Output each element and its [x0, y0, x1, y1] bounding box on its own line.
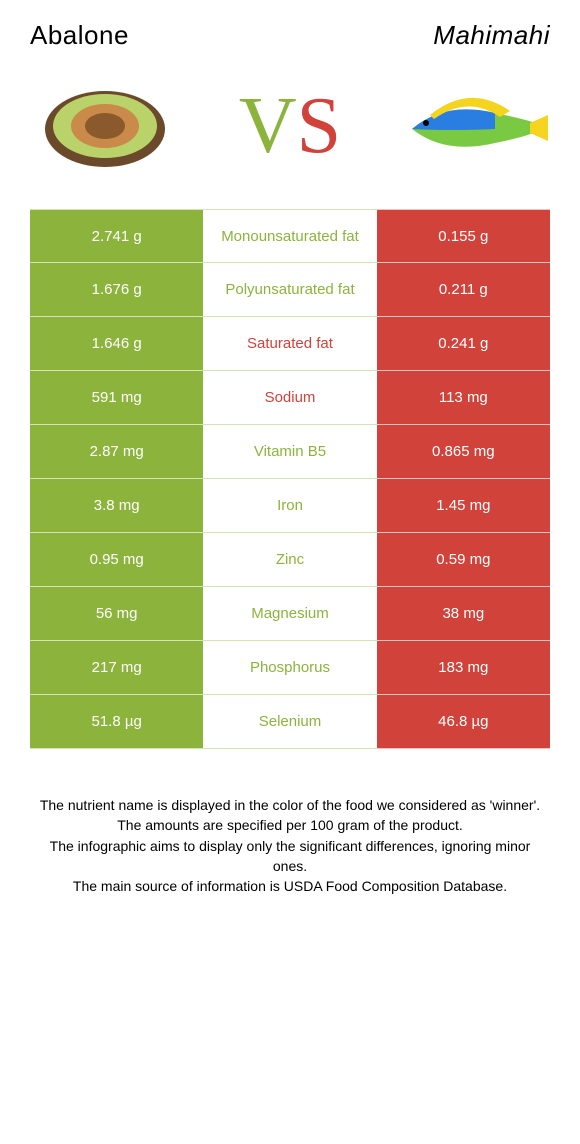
table-row: 3.8 mgIron1.45 mg — [30, 479, 550, 533]
table-row: 217 mgPhosphorus183 mg — [30, 641, 550, 695]
table-row: 56 mgMagnesium38 mg — [30, 587, 550, 641]
mahimahi-icon — [400, 71, 550, 181]
value-right: 46.8 µg — [377, 695, 550, 749]
footer-line: The nutrient name is displayed in the co… — [36, 795, 544, 815]
table-row: 0.95 mgZinc0.59 mg — [30, 533, 550, 587]
abalone-icon — [30, 71, 180, 181]
vs-letter-s: S — [297, 82, 342, 170]
table-row: 51.8 µgSelenium46.8 µg — [30, 695, 550, 749]
table-row: 1.676 gPolyunsaturated fat0.211 g — [30, 263, 550, 317]
footer-notes: The nutrient name is displayed in the co… — [30, 795, 550, 896]
value-right: 0.59 mg — [377, 533, 550, 587]
food-image-left — [30, 71, 180, 181]
value-left: 1.646 g — [30, 317, 203, 371]
nutrient-name: Magnesium — [203, 587, 376, 641]
value-left: 217 mg — [30, 641, 203, 695]
comparison-table: 2.741 gMonounsaturated fat0.155 g1.676 g… — [30, 209, 550, 749]
value-right: 0.155 g — [377, 209, 550, 263]
table-row: 2.87 mgVitamin B50.865 mg — [30, 425, 550, 479]
value-right: 38 mg — [377, 587, 550, 641]
vs-letter-v: V — [239, 82, 297, 170]
value-left: 1.676 g — [30, 263, 203, 317]
food-title-right: Mahimahi — [433, 20, 550, 51]
value-left: 56 mg — [30, 587, 203, 641]
nutrient-name: Sodium — [203, 371, 376, 425]
table-row: 591 mgSodium113 mg — [30, 371, 550, 425]
value-left: 0.95 mg — [30, 533, 203, 587]
food-image-right — [400, 71, 550, 181]
value-right: 0.211 g — [377, 263, 550, 317]
food-title-left: Abalone — [30, 20, 129, 51]
nutrient-name: Phosphorus — [203, 641, 376, 695]
nutrient-name: Polyunsaturated fat — [203, 263, 376, 317]
value-left: 51.8 µg — [30, 695, 203, 749]
value-right: 0.865 mg — [377, 425, 550, 479]
vs-label: VS — [239, 86, 341, 166]
titles-row: Abalone Mahimahi — [30, 20, 550, 51]
value-left: 2.741 g — [30, 209, 203, 263]
footer-line: The amounts are specified per 100 gram o… — [36, 815, 544, 835]
value-left: 3.8 mg — [30, 479, 203, 533]
nutrient-name: Iron — [203, 479, 376, 533]
table-row: 1.646 gSaturated fat0.241 g — [30, 317, 550, 371]
nutrient-name: Saturated fat — [203, 317, 376, 371]
nutrient-name: Vitamin B5 — [203, 425, 376, 479]
table-row: 2.741 gMonounsaturated fat0.155 g — [30, 209, 550, 263]
value-right: 183 mg — [377, 641, 550, 695]
nutrient-name: Selenium — [203, 695, 376, 749]
infographic-wrap: Abalone Mahimahi VS 2.741 gMonounsatur — [0, 0, 580, 896]
value-right: 1.45 mg — [377, 479, 550, 533]
nutrient-name: Monounsaturated fat — [203, 209, 376, 263]
value-left: 591 mg — [30, 371, 203, 425]
value-right: 113 mg — [377, 371, 550, 425]
nutrient-name: Zinc — [203, 533, 376, 587]
footer-line: The infographic aims to display only the… — [36, 836, 544, 877]
value-right: 0.241 g — [377, 317, 550, 371]
value-left: 2.87 mg — [30, 425, 203, 479]
hero-row: VS — [30, 71, 550, 181]
footer-line: The main source of information is USDA F… — [36, 876, 544, 896]
